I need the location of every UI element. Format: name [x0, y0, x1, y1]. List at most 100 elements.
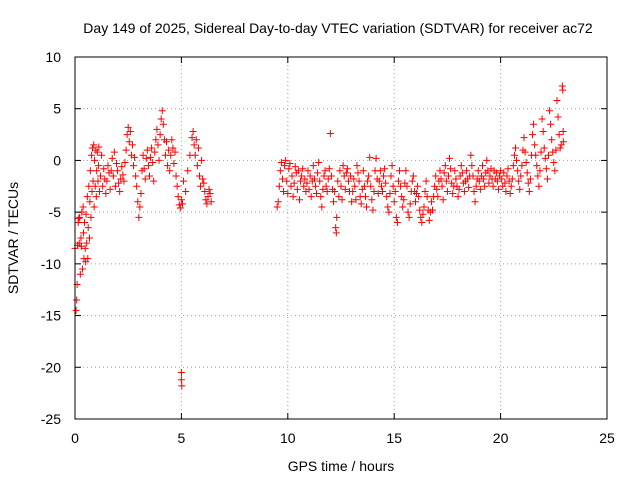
- data-point: [525, 187, 533, 195]
- data-point: [282, 156, 290, 164]
- data-point: [119, 171, 127, 179]
- data-point: [444, 172, 452, 180]
- data-point: [378, 187, 386, 195]
- data-point: [381, 165, 389, 173]
- data-point: [147, 153, 155, 161]
- data-point: [494, 185, 502, 193]
- data-point: [128, 141, 136, 149]
- data-point: [120, 177, 128, 185]
- data-point: [191, 151, 199, 159]
- data-point: [436, 167, 444, 175]
- data-point: [458, 169, 466, 177]
- data-point: [149, 158, 157, 166]
- data-point: [411, 198, 419, 206]
- data-point: [126, 127, 134, 135]
- data-point: [172, 172, 180, 180]
- data-point: [449, 190, 457, 198]
- data-point: [359, 167, 367, 175]
- data-point: [206, 190, 214, 198]
- data-point: [76, 213, 84, 221]
- data-point: [510, 151, 518, 159]
- data-point: [493, 177, 501, 185]
- data-point: [546, 107, 554, 115]
- data-point: [404, 208, 412, 216]
- y-axis-label: SDTVAR / TECUs: [5, 182, 21, 294]
- data-point: [93, 167, 101, 175]
- data-point: [402, 167, 410, 175]
- data-point: [167, 151, 175, 159]
- data-point: [198, 156, 206, 164]
- data-point: [76, 270, 84, 278]
- y-tick-label: -5: [49, 204, 62, 220]
- data-point: [125, 138, 133, 146]
- x-tick-labels: 0 5 10 15 20 25: [71, 430, 615, 446]
- data-point: [390, 198, 398, 206]
- data-point: [103, 177, 111, 185]
- data-point: [87, 213, 95, 221]
- data-point: [476, 185, 484, 193]
- data-point: [392, 213, 400, 221]
- data-point: [176, 204, 184, 212]
- data-point: [283, 177, 291, 185]
- data-point: [414, 182, 422, 190]
- data-point: [150, 177, 158, 185]
- y-tick-label: -10: [41, 256, 61, 272]
- data-point: [75, 214, 83, 222]
- data-point: [158, 107, 166, 115]
- data-point: [524, 179, 532, 187]
- data-point: [421, 187, 429, 195]
- data-point: [442, 177, 450, 185]
- data-point: [175, 201, 183, 209]
- data-point: [530, 120, 538, 128]
- data-point: [80, 229, 88, 237]
- data-point: [531, 141, 539, 149]
- data-point: [156, 131, 164, 139]
- y-tick-label: 0: [53, 152, 61, 168]
- data-point: [143, 146, 151, 154]
- data-point: [508, 175, 516, 183]
- data-point: [148, 144, 156, 152]
- data-point: [465, 183, 473, 191]
- data-point: [336, 167, 344, 175]
- data-point: [318, 203, 326, 211]
- data-point: [503, 172, 511, 180]
- data-point: [319, 185, 327, 193]
- data-point: [124, 123, 132, 131]
- data-point: [485, 179, 493, 187]
- data-point: [115, 179, 123, 187]
- data-point: [380, 172, 388, 180]
- data-point: [140, 165, 148, 173]
- data-point: [541, 154, 549, 162]
- data-point: [377, 182, 385, 190]
- data-point: [137, 190, 145, 198]
- data-point: [298, 172, 306, 180]
- data-point: [296, 196, 304, 204]
- data-point: [157, 115, 165, 123]
- data-point: [316, 177, 324, 185]
- data-point: [396, 167, 404, 175]
- data-point: [550, 158, 558, 166]
- data-point: [516, 185, 524, 193]
- data-point: [408, 177, 416, 185]
- data-point: [454, 193, 462, 201]
- data-point: [177, 368, 185, 376]
- y-tick-label: -15: [41, 308, 61, 324]
- data-point: [385, 208, 393, 216]
- data-point: [166, 167, 174, 175]
- data-point: [391, 187, 399, 195]
- data-point: [382, 179, 390, 187]
- data-point: [540, 144, 548, 152]
- x-tick-label: 0: [71, 430, 79, 446]
- data-point: [425, 216, 433, 224]
- data-point: [311, 182, 319, 190]
- data-point: [548, 136, 556, 144]
- data-point: [441, 162, 449, 170]
- data-point: [468, 162, 476, 170]
- data-point: [532, 151, 540, 159]
- y-tick-label: 10: [45, 49, 61, 65]
- y-tick-label: -20: [41, 359, 61, 375]
- data-point: [165, 146, 173, 154]
- data-point: [502, 187, 510, 195]
- data-point: [439, 196, 447, 204]
- data-point: [85, 234, 93, 242]
